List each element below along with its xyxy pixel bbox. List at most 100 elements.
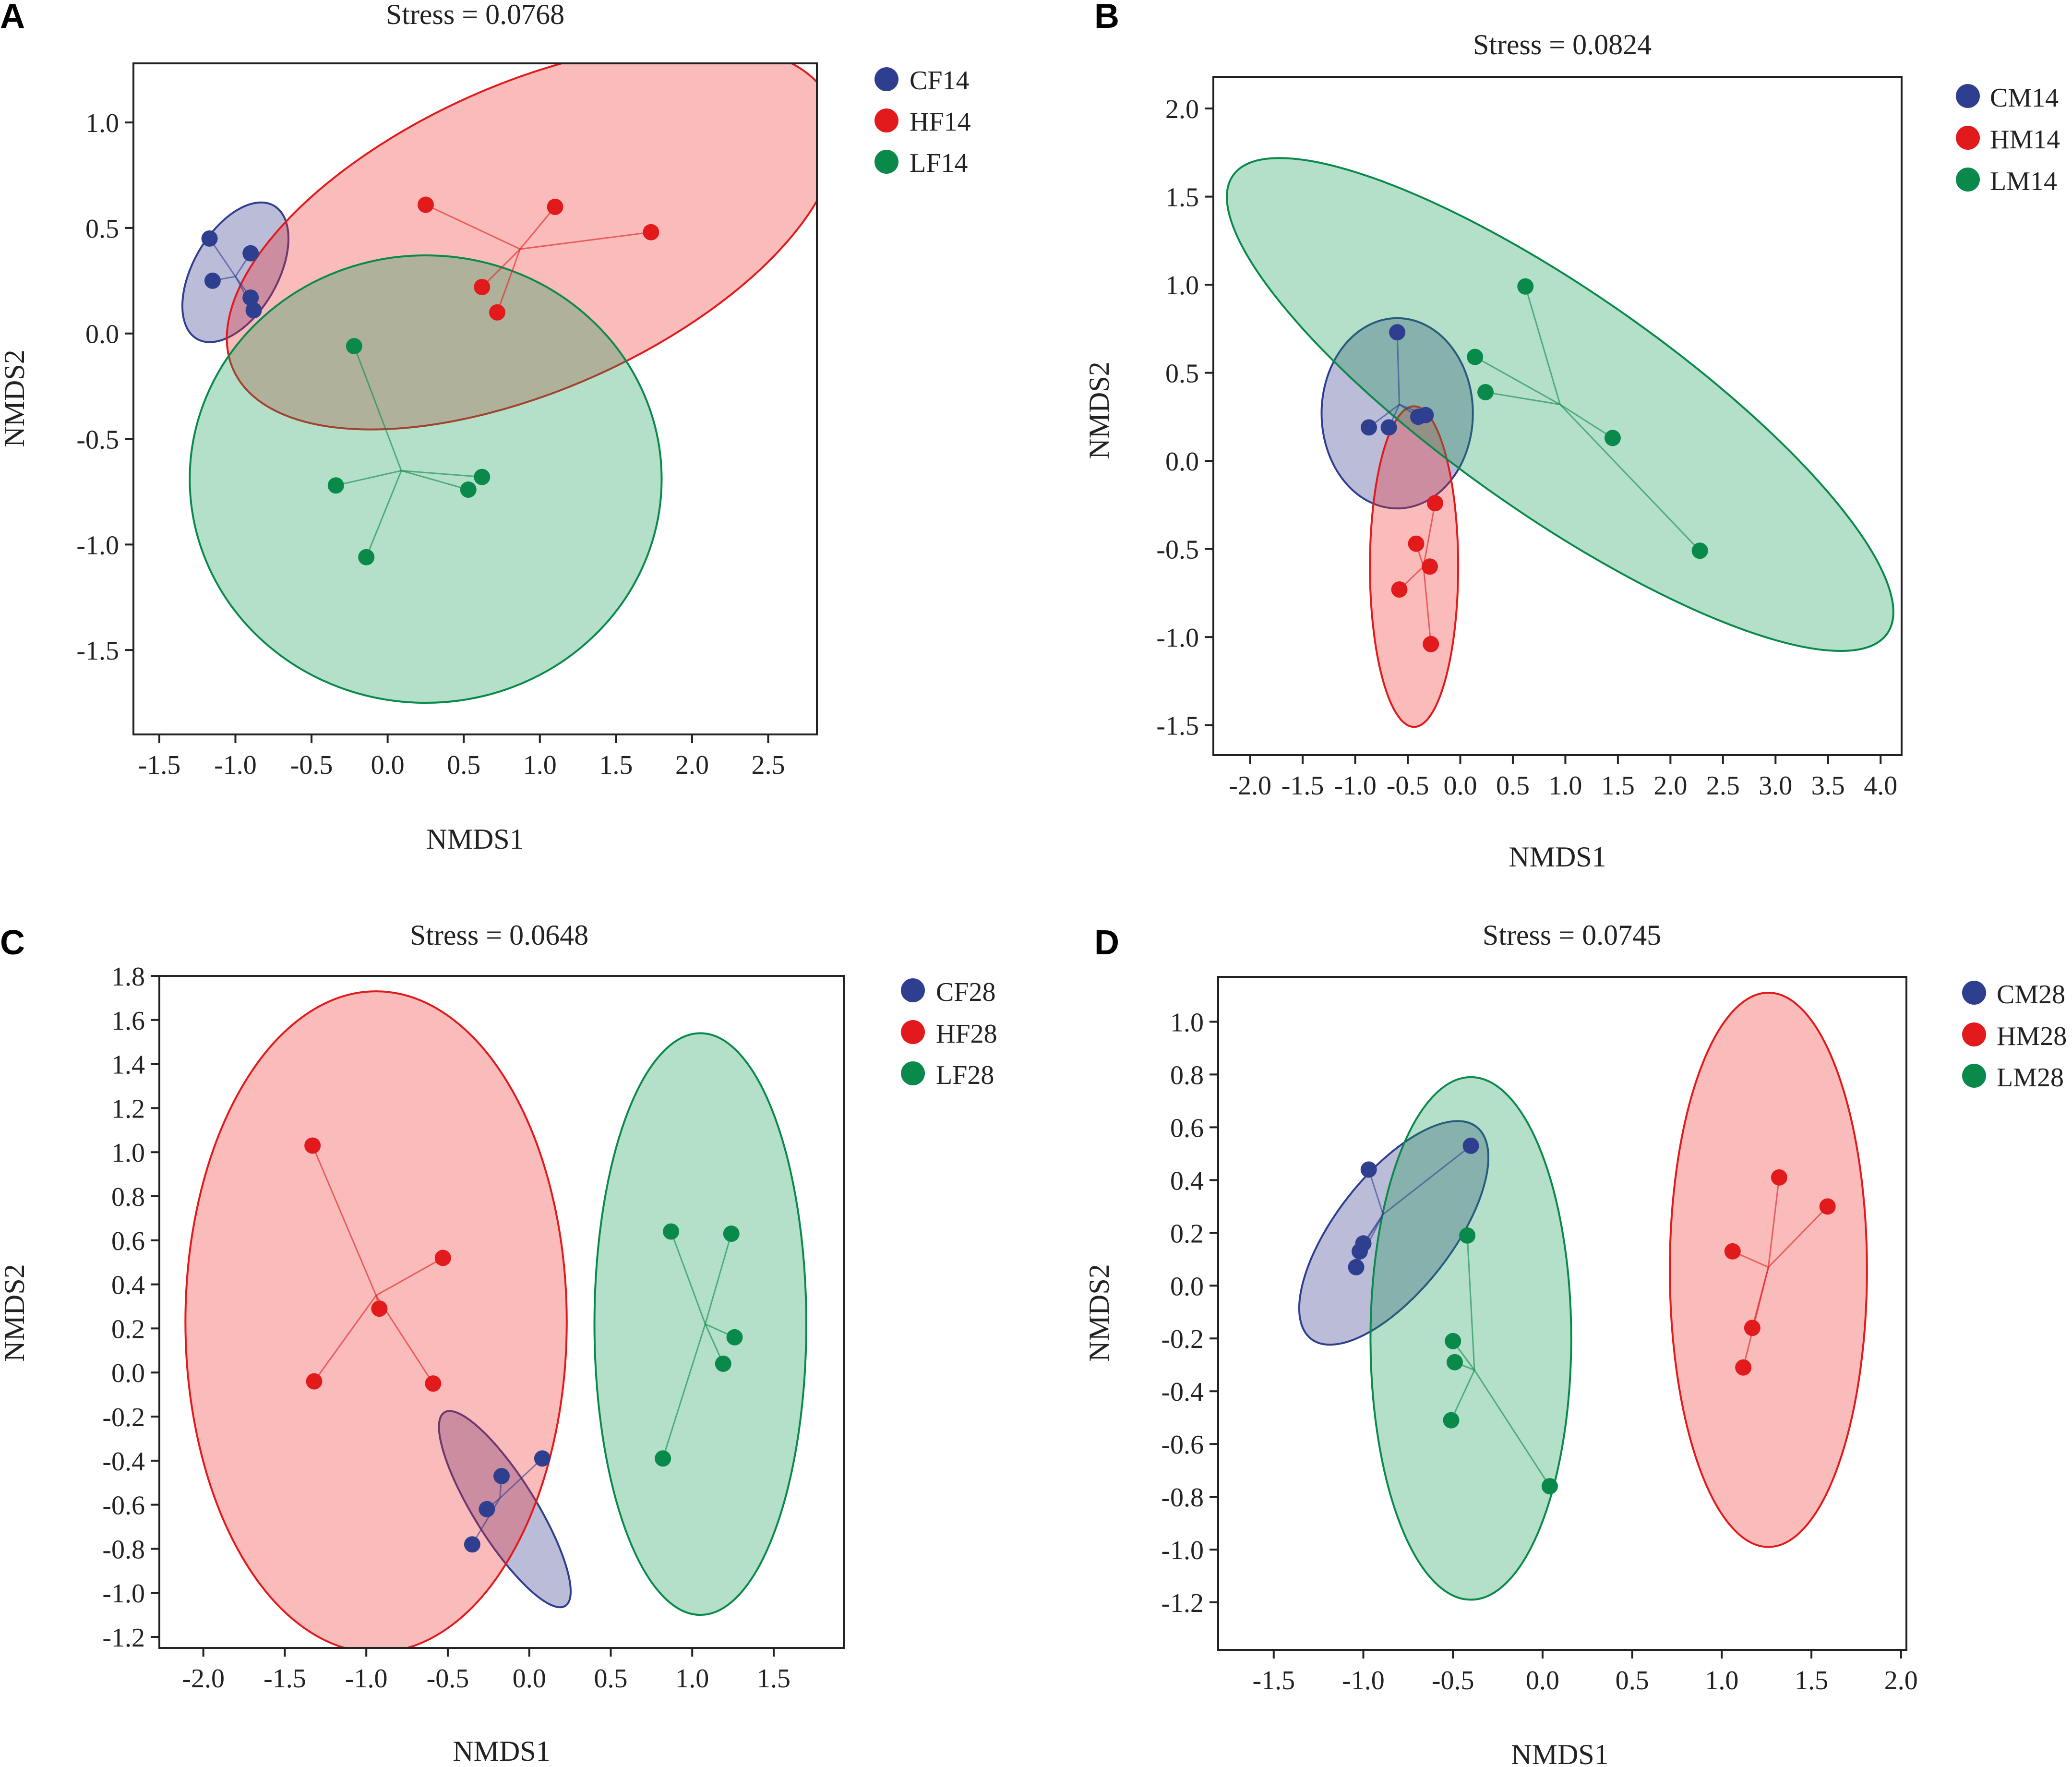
y-tick-label: 1.6 <box>111 1006 145 1036</box>
x-tick-label: 2.5 <box>1706 771 1740 801</box>
y-tick-label: -1.0 <box>102 1579 145 1609</box>
legend-label-lf14: LF14 <box>910 148 968 178</box>
y-tick-label: 0.4 <box>1170 1166 1204 1196</box>
spider-line-cm28 <box>1382 1145 1472 1215</box>
x-tick-label: 3.5 <box>1811 771 1845 801</box>
legend-marker-hf28 <box>901 1020 925 1044</box>
panel-b-legend: CM14 HM14 LM14 <box>1956 83 2060 196</box>
sample-point-lf28 <box>715 1355 731 1372</box>
spider-line-lf14 <box>401 469 482 478</box>
panel-b-y-axis: 2.0 1.5 1.0 0.5 0.0 -0.5 -1.0 -1.5 <box>1156 95 1213 741</box>
spider-line-hm28 <box>1742 1267 1769 1368</box>
spider-line-lf28 <box>662 1323 706 1459</box>
legend-label-lm14: LM14 <box>1990 167 2057 196</box>
sample-point-lm14 <box>1604 430 1621 446</box>
spider-line-hf28 <box>311 1145 377 1296</box>
spider-line-hf14 <box>519 206 556 250</box>
legend-label-lm28: LM28 <box>1997 1063 2064 1093</box>
sample-point-cf14 <box>245 302 262 319</box>
panel-c-title: Stress = 0.0648 <box>410 919 588 951</box>
confidence-ellipse-cf28 <box>438 1410 572 1609</box>
y-tick-label: -0.5 <box>1156 535 1199 565</box>
legend-label-cm14: CM14 <box>1990 83 2059 113</box>
sample-point-hm14 <box>1426 495 1443 512</box>
sample-point-hm28 <box>1819 1198 1836 1215</box>
x-tick-label: -1.5 <box>1252 1666 1295 1695</box>
sample-point-lm14 <box>1517 278 1534 295</box>
y-tick-label: 1.8 <box>111 962 145 992</box>
y-tick-label: 0.5 <box>1165 359 1199 389</box>
legend-marker-cf28 <box>901 978 925 1002</box>
x-tick-label: 2.0 <box>675 750 709 780</box>
x-tick-label: 0.0 <box>371 750 405 780</box>
sample-point-hf28 <box>304 1137 321 1154</box>
panel-a-y-label: NMDS2 <box>0 349 30 447</box>
sample-point-cm14 <box>1417 407 1434 423</box>
panel-d-y-axis: 1.0 0.8 0.6 0.4 0.2 0.0 -0.2 -0.4 -0.6 -0.8 -1.0 -1… <box>1161 1008 1218 1618</box>
x-tick-label: 1.5 <box>1795 1666 1828 1695</box>
panel-c-legend: CF28 HF28 LF28 <box>901 977 997 1090</box>
sample-point-hf28 <box>306 1373 323 1390</box>
legend-item-cm14: CM14 <box>1956 83 2059 113</box>
y-tick-label: 0.2 <box>111 1314 145 1344</box>
x-tick-label: -1.5 <box>263 1664 306 1694</box>
sample-point-cm14 <box>1380 419 1397 436</box>
sample-point-lm28 <box>1446 1354 1463 1370</box>
x-tick-label: 2.0 <box>1884 1666 1918 1695</box>
sample-point-lf14 <box>327 477 344 494</box>
confidence-ellipse-lf28 <box>593 1032 807 1616</box>
spider-line-hf14 <box>481 248 521 288</box>
sample-point-hf28 <box>425 1375 442 1392</box>
confidence-ellipse-hf28 <box>184 990 568 1648</box>
sample-point-hf28 <box>434 1250 451 1266</box>
panel-c-y-axis: 1.8 1.6 1.4 1.2 1.0 0.8 0.6 0.4 0.2 0.0 -0.2 -0.4 -0… <box>102 962 159 1653</box>
legend-label-hf28: HF28 <box>936 1019 997 1049</box>
spider-line-lf28 <box>670 1231 706 1324</box>
spider-line-lf28 <box>704 1233 732 1324</box>
sample-point-hm28 <box>1724 1243 1741 1260</box>
confidence-ellipse-cm28 <box>1298 1120 1489 1346</box>
x-tick-label: 1.5 <box>757 1664 790 1694</box>
y-tick-label: 0.6 <box>1170 1113 1204 1143</box>
spider-line-lm28 <box>1473 1370 1551 1487</box>
y-tick-label: -1.2 <box>102 1623 145 1653</box>
legend-marker-cm28 <box>1962 981 1986 1005</box>
sample-point-cm28 <box>1352 1243 1368 1260</box>
sample-point-hf14 <box>643 224 659 240</box>
confidence-ellipse-hf14 <box>226 63 817 431</box>
legend-label-hm28: HM28 <box>1997 1022 2067 1051</box>
spider-line-hm28 <box>1768 1206 1828 1268</box>
spider-line-lf14 <box>365 470 402 558</box>
y-tick-label: -1.0 <box>1161 1536 1204 1565</box>
legend-item-lm14: LM14 <box>1956 167 2057 196</box>
y-tick-label: -0.5 <box>76 425 119 455</box>
panel-c: C Stress = 0.0648 -2.0 -1.5 -1.0 -0.5 0.0 0.5… <box>0 919 997 1767</box>
legend-item-lf28: LF28 <box>901 1060 994 1090</box>
x-tick-label: -1.0 <box>1334 771 1377 801</box>
panel-b-x-axis: -2.0 -1.5 -1.0 -0.5 0.0 0.5 1.0 1.5 2.0 2.5 3.0 3.5… <box>1229 755 1897 801</box>
x-tick-label: 3.0 <box>1759 771 1792 801</box>
confidence-ellipse-lf14 <box>189 254 663 704</box>
legend-label-cf14: CF14 <box>910 66 970 96</box>
x-tick-label: 0.5 <box>1496 771 1530 801</box>
y-tick-label: 0.2 <box>1170 1219 1204 1249</box>
y-tick-label: -0.6 <box>1161 1430 1204 1460</box>
sample-point-lf14 <box>346 338 362 355</box>
spider-line-lm14 <box>1485 391 1560 406</box>
legend-marker-lf28 <box>901 1061 925 1085</box>
sample-point-hm14 <box>1391 581 1408 598</box>
spider-line-lm28 <box>1466 1235 1475 1370</box>
spider-line-lm14 <box>1559 404 1613 439</box>
y-tick-label: 0.8 <box>111 1182 145 1212</box>
spider-line-cf28 <box>499 1458 543 1499</box>
panel-b-title: Stress = 0.0824 <box>1473 29 1652 60</box>
y-tick-label: -0.6 <box>102 1491 145 1521</box>
legend-item-lm28: LM28 <box>1962 1063 2064 1093</box>
sample-point-hm28 <box>1744 1320 1761 1336</box>
x-tick-label: -2.0 <box>182 1664 225 1694</box>
y-tick-label: -0.8 <box>1161 1483 1204 1513</box>
y-tick-label: 0.0 <box>111 1358 145 1388</box>
legend-marker-lm14 <box>1956 168 1980 192</box>
sample-point-cf14 <box>242 289 259 306</box>
sample-point-lf14 <box>474 469 491 485</box>
